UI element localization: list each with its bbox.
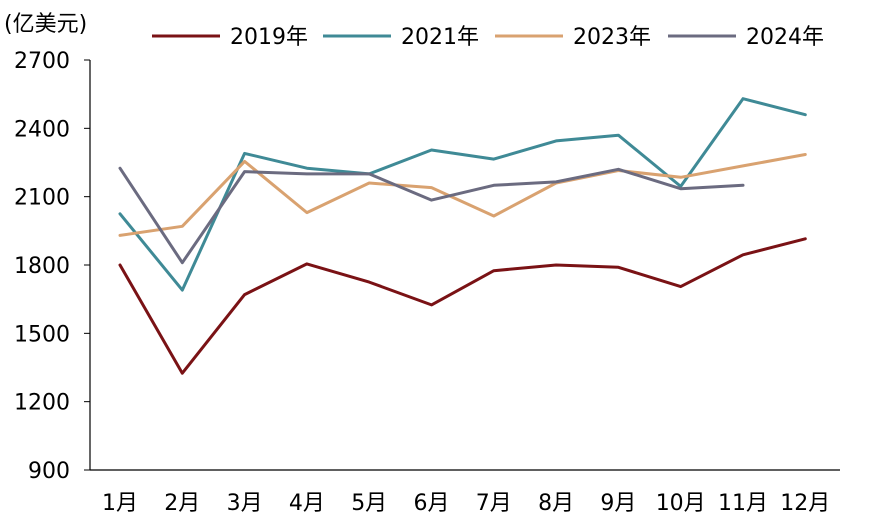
y-tick-label: 1500 [14, 322, 70, 347]
series-lines [118, 97, 807, 375]
legend-label: 2021年 [401, 25, 479, 50]
x-tick-label: 9月 [600, 491, 636, 516]
x-tick-label: 3月 [227, 491, 263, 516]
x-tick-label: 5月 [351, 491, 387, 516]
x-tick-label: 4月 [289, 491, 325, 516]
x-tick-label: 1月 [102, 491, 138, 516]
x-tick-label: 2月 [164, 491, 200, 516]
y-tick-label: 2400 [14, 117, 70, 142]
legend-label: 2023年 [573, 25, 651, 50]
series-line-2023年 [118, 153, 807, 237]
y-tick-label: 2100 [14, 186, 70, 211]
series-line-2024年 [118, 166, 745, 265]
x-tick-label: 12月 [780, 491, 830, 516]
x-tick-label: 7月 [476, 491, 512, 516]
x-axis-ticks: 1月 2月 3月 4月 5月 6月 7月 8月 9月 10月 11月 12月 [102, 491, 830, 516]
legend-label: 2019年 [230, 25, 308, 50]
unit-label: (亿美元) [4, 12, 88, 37]
y-tick-label: 1800 [14, 254, 70, 279]
y-tick-label: 900 [28, 459, 70, 484]
series-line-2021年 [118, 97, 807, 292]
x-tick-label: 11月 [718, 491, 768, 516]
y-axis-ticks: 900 1200 1500 1800 2100 2400 2700 [14, 49, 90, 484]
x-tick-label: 6月 [414, 491, 450, 516]
legend-label: 2024年 [746, 25, 824, 50]
y-tick-label: 1200 [14, 391, 70, 416]
x-tick-label: 10月 [656, 491, 706, 516]
legend: 2019年 2021年 2023年 2024年 [152, 25, 824, 50]
y-tick-label: 2700 [14, 49, 70, 74]
series-line-2019年 [118, 237, 807, 375]
x-tick-label: 8月 [538, 491, 574, 516]
